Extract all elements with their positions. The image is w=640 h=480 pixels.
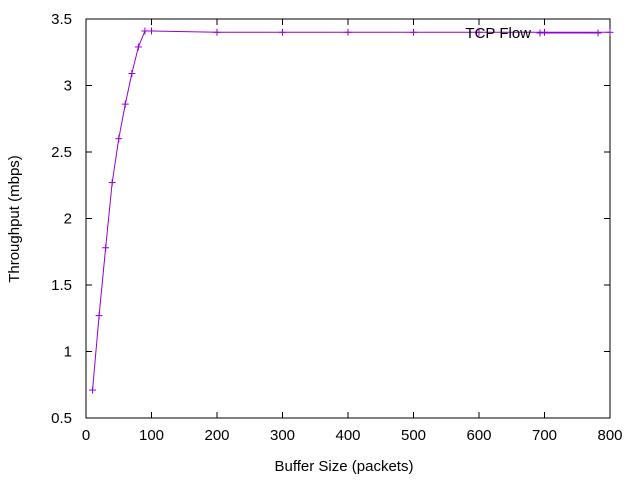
axis-ticks [85,18,611,419]
x-tick-label: 800 [597,427,622,444]
data-point [148,27,155,35]
series-layer [89,27,614,394]
y-tick-label: 1.5 [51,277,72,294]
data-point [141,27,149,35]
axis-tick-labels: 0 100 200 300 400 500 600 700 800 0.5 1 1.5 2 2.5 3 3.5 [51,11,622,444]
y-tick-label: 3.5 [51,11,72,28]
data-point [95,312,103,320]
data-point [134,43,142,51]
data-point [108,179,116,187]
data-point [344,28,352,36]
x-tick-label: 500 [401,427,426,444]
data-point [89,386,97,394]
data-point [541,28,548,36]
plot-frame [85,18,611,419]
y-tick-label: 3 [64,78,72,95]
x-tick-label: 200 [204,427,229,444]
x-axis-title: Buffer Size (packets) [275,458,414,475]
data-point [213,28,221,36]
data-point [606,28,614,36]
data-point [121,100,129,108]
legend-marker [594,29,602,37]
legend: TCP Flow [465,25,602,42]
data-point [410,28,417,36]
y-axis-title: Throughput (mbps) [6,155,23,283]
x-tick-label: 100 [139,427,164,444]
x-tick-label: 400 [335,427,360,444]
y-tick-label: 2 [64,211,72,228]
data-point [115,135,123,143]
y-tick-label: 0.5 [51,410,72,427]
y-tick-label: 1 [64,344,72,361]
data-point [279,28,286,36]
data-point [102,244,110,252]
x-tick-label: 300 [270,427,295,444]
x-tick-label: 0 [82,427,90,444]
data-point [128,70,136,78]
x-tick-label: 700 [532,427,557,444]
legend-label: TCP Flow [465,25,531,42]
data-point [475,28,483,36]
y-tick-label: 2.5 [51,144,72,161]
series-line [92,30,610,391]
x-tick-label: 600 [466,427,491,444]
legend-marker [536,29,544,37]
